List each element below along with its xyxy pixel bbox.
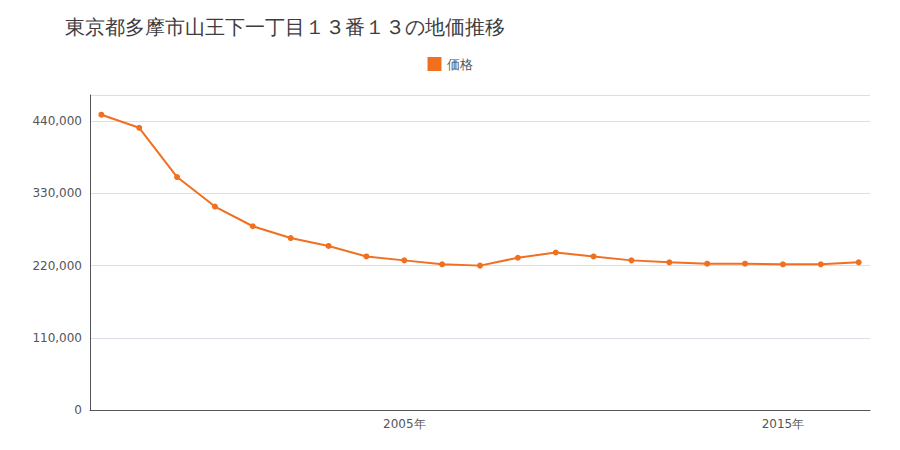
svg-text:0: 0 (74, 403, 82, 417)
svg-text:2015年: 2015年 (762, 417, 805, 431)
svg-text:価格: 価格 (447, 57, 473, 72)
svg-text:110,000: 110,000 (32, 331, 82, 345)
svg-text:東京都多摩市山王下一丁目１３番１３の地価推移: 東京都多摩市山王下一丁目１３番１３の地価推移 (65, 15, 505, 39)
svg-text:220,000: 220,000 (32, 259, 82, 273)
svg-text:440,000: 440,000 (32, 114, 82, 128)
svg-text:2005年: 2005年 (383, 417, 426, 431)
svg-text:330,000: 330,000 (32, 186, 82, 200)
